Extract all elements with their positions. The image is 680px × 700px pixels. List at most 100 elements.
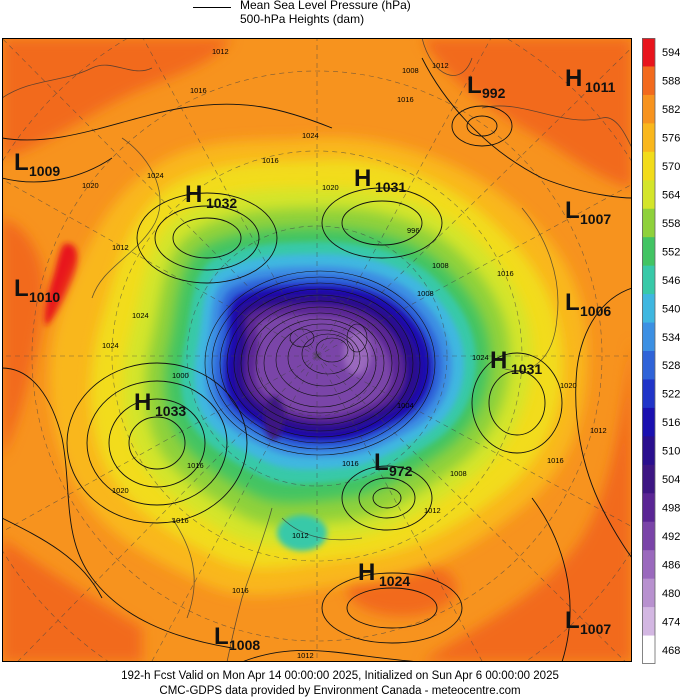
svg-text:1032: 1032	[206, 195, 237, 211]
colorbar-label: 510	[662, 446, 680, 458]
low-pressure-marker[interactable]: L 1007	[565, 607, 611, 637]
colorbar-swatch-564	[642, 180, 655, 210]
isobar-label: 1012	[292, 531, 309, 540]
isobar-label: 1016	[342, 459, 359, 468]
isobar-label: 1012	[212, 47, 229, 56]
colorbar-label: 582	[662, 104, 680, 116]
colorbar-swatch-498	[642, 493, 655, 523]
colorbar-label: 468	[662, 645, 680, 657]
low-pressure-marker[interactable]: L 1008	[214, 623, 260, 653]
low-pressure-marker[interactable]: L 1007	[565, 197, 611, 227]
colorbar-label: 594	[662, 47, 680, 59]
svg-text:L: L	[14, 275, 29, 302]
height-fill-594	[44, 243, 79, 326]
isobar-label: 1024	[147, 171, 164, 180]
isobar-label: 1016	[190, 86, 207, 95]
data-credit: CMC-GDPS data provided by Environment Ca…	[159, 685, 521, 697]
isobar-label: 1016	[187, 461, 204, 470]
low-pressure-marker[interactable]: L 992	[467, 72, 506, 101]
colorbar-swatch-510	[642, 436, 655, 466]
isobar-label: 1016	[547, 456, 564, 465]
height-fill-498-lobe	[264, 396, 284, 440]
colorbar-label: 474	[662, 616, 680, 628]
svg-text:1006: 1006	[580, 303, 611, 319]
colorbar-label: 498	[662, 503, 680, 515]
height-colorbar: 594 588 582 576 570 564 558 552 546 540 534 528 522 5…	[642, 38, 680, 664]
height-fill-588	[2, 38, 632, 662]
low-pressure-marker[interactable]: L 972	[374, 449, 413, 479]
svg-text:L: L	[565, 197, 580, 224]
coastlines	[2, 38, 632, 662]
header: Mean Sea Level Pressure (hPa) 500-hPa He…	[0, 0, 680, 38]
low-pressure-marker[interactable]: L 1006	[565, 289, 611, 319]
svg-text:L: L	[14, 149, 29, 176]
colorbar-label: 480	[662, 588, 680, 600]
colorbar-swatch-474	[642, 607, 655, 636]
isobar-label: 1016	[397, 95, 414, 104]
colorbar-swatch-570	[642, 151, 655, 181]
colorbar-swatch-528	[642, 351, 655, 380]
colorbar-swatches	[642, 38, 656, 664]
low-pressure-marker[interactable]: L 1010	[14, 275, 60, 305]
isobar-label: 1012	[297, 651, 314, 660]
colorbar-swatch-516	[642, 407, 655, 437]
isobar-label: 1008	[450, 469, 467, 478]
svg-text:H: H	[358, 559, 375, 586]
svg-text:L: L	[214, 623, 229, 650]
isobar-label: 1016	[232, 586, 249, 595]
colorbar-swatch-486	[642, 550, 655, 580]
low-pressure-marker[interactable]: L 1009	[14, 149, 60, 179]
isobar-label: 1024	[302, 131, 319, 140]
isobar-label: 1012	[432, 61, 449, 70]
isobar-label: 1024	[102, 341, 119, 350]
isobar-label: 1024	[472, 353, 489, 362]
svg-text:H: H	[185, 181, 202, 208]
isobar-label: 1012	[112, 243, 129, 252]
svg-text:1010: 1010	[29, 289, 60, 305]
svg-text:1024: 1024	[379, 573, 410, 589]
colorbar-swatch-588	[642, 66, 655, 96]
colorbar-swatch-480	[642, 578, 655, 608]
colorbar-swatch-552	[642, 237, 655, 267]
mslp-legend-line	[193, 7, 231, 8]
weather-map[interactable]: 1012 1008 1016 1012 1024 1020 1024 1016 …	[2, 38, 632, 662]
mslp-legend-label: Mean Sea Level Pressure (hPa)	[240, 0, 411, 12]
map-frame	[2, 38, 632, 662]
colorbar-label: 552	[662, 246, 680, 258]
isobar-label: 1008	[417, 289, 434, 298]
high-pressure-marker[interactable]: H 1033	[134, 389, 186, 419]
isobar-label: 1016	[262, 156, 279, 165]
colorbar-swatch-594	[642, 38, 655, 67]
isobars	[2, 57, 632, 662]
colorbar-swatch-534	[642, 322, 655, 352]
colorbar-swatch-468	[642, 635, 655, 664]
isobar-label: 1020	[82, 181, 99, 190]
colorbar-label: 516	[662, 417, 680, 429]
colorbar-label: 564	[662, 190, 680, 202]
colorbar-label: 492	[662, 531, 680, 543]
isobar-label: 1012	[590, 426, 607, 435]
svg-text:H: H	[354, 165, 371, 192]
svg-text:972: 972	[389, 463, 413, 479]
isobar-label: 1016	[497, 269, 514, 278]
colorbar-swatch-546	[642, 265, 655, 295]
isobar-label: 1016	[172, 516, 189, 525]
svg-text:1007: 1007	[580, 621, 611, 637]
isobar-label: 1020	[112, 486, 129, 495]
forecast-info: 192-h Fcst Valid on Mon Apr 14 00:00:00 …	[121, 670, 559, 682]
colorbar-swatch-582	[642, 94, 655, 124]
svg-text:H: H	[134, 389, 151, 416]
high-pressure-marker[interactable]: H 1031	[354, 165, 406, 195]
colorbar-swatch-576	[642, 123, 655, 153]
heights-legend-label: 500-hPa Heights (dam)	[240, 12, 365, 26]
colorbar-swatch-492	[642, 521, 655, 551]
isobar-labels: 1012 1008 1016 1012 1024 1020 1024 1016 …	[82, 47, 607, 660]
colorbar-label: 576	[662, 133, 680, 145]
high-pressure-marker[interactable]: H 1024	[358, 559, 410, 589]
graticule	[2, 38, 632, 662]
high-pressure-marker[interactable]: H 1032	[185, 181, 237, 211]
svg-text:L: L	[374, 449, 389, 476]
isobar-label: 1020	[322, 183, 339, 192]
high-pressure-marker[interactable]: H 1031	[490, 347, 542, 377]
high-pressure-marker[interactable]: H 1011	[565, 65, 616, 95]
